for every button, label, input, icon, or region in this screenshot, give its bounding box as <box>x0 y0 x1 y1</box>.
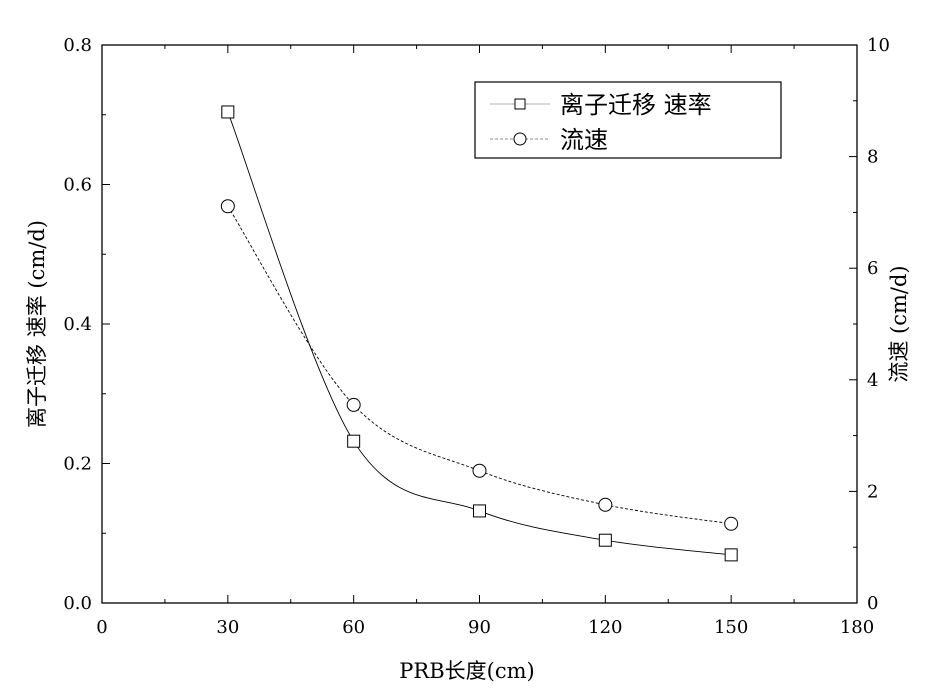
x-tick-label: 180 <box>840 617 874 638</box>
legend-box <box>474 81 782 159</box>
data-point-square <box>724 548 738 562</box>
data-point-circle <box>220 199 235 214</box>
x-tick-label: 30 <box>216 617 239 638</box>
x-tick-label: 0 <box>96 617 107 638</box>
legend-marker-square <box>514 98 526 110</box>
series-line-0 <box>227 111 732 556</box>
x-tick-label: 120 <box>588 617 622 638</box>
y-tick-label: 0.6 <box>63 175 92 196</box>
x-tick-label: 60 <box>342 617 365 638</box>
y2-axis-label: 流速 (cm/d) <box>887 265 911 382</box>
y-tick-label: 0.4 <box>63 314 92 335</box>
y-tick-label: 0.8 <box>63 35 92 56</box>
legend-label-0: 离子迁移 速率 <box>560 91 712 119</box>
series-line-1 <box>227 206 732 525</box>
legend-marker-circle <box>513 132 527 146</box>
data-point-square <box>347 434 361 448</box>
data-point-circle <box>346 397 361 412</box>
data-point-square <box>598 533 612 547</box>
x-axis-label: PRB长度(cm) <box>399 659 534 683</box>
y2-tick-label: 0 <box>867 593 878 614</box>
data-point-square <box>221 105 235 119</box>
y-tick-label: 0.2 <box>63 454 92 475</box>
data-point-circle <box>598 497 613 512</box>
y2-tick-label: 4 <box>867 370 878 391</box>
data-point-circle <box>724 516 739 531</box>
y2-tick-label: 10 <box>867 35 890 56</box>
y2-tick-label: 2 <box>867 481 878 502</box>
y2-tick-label: 8 <box>867 147 878 168</box>
y2-tick-label: 6 <box>867 258 878 279</box>
y-tick-label: 0.0 <box>63 593 92 614</box>
x-tick-label: 150 <box>714 617 748 638</box>
data-point-circle <box>472 463 487 478</box>
legend-label-1: 流速 <box>560 126 608 154</box>
data-point-square <box>473 504 486 518</box>
x-tick-label: 90 <box>468 617 491 638</box>
legend: 离子迁移 速率 流速 <box>474 81 782 159</box>
y-axis-label: 离子迁移 速率 (cm/d) <box>25 220 49 428</box>
